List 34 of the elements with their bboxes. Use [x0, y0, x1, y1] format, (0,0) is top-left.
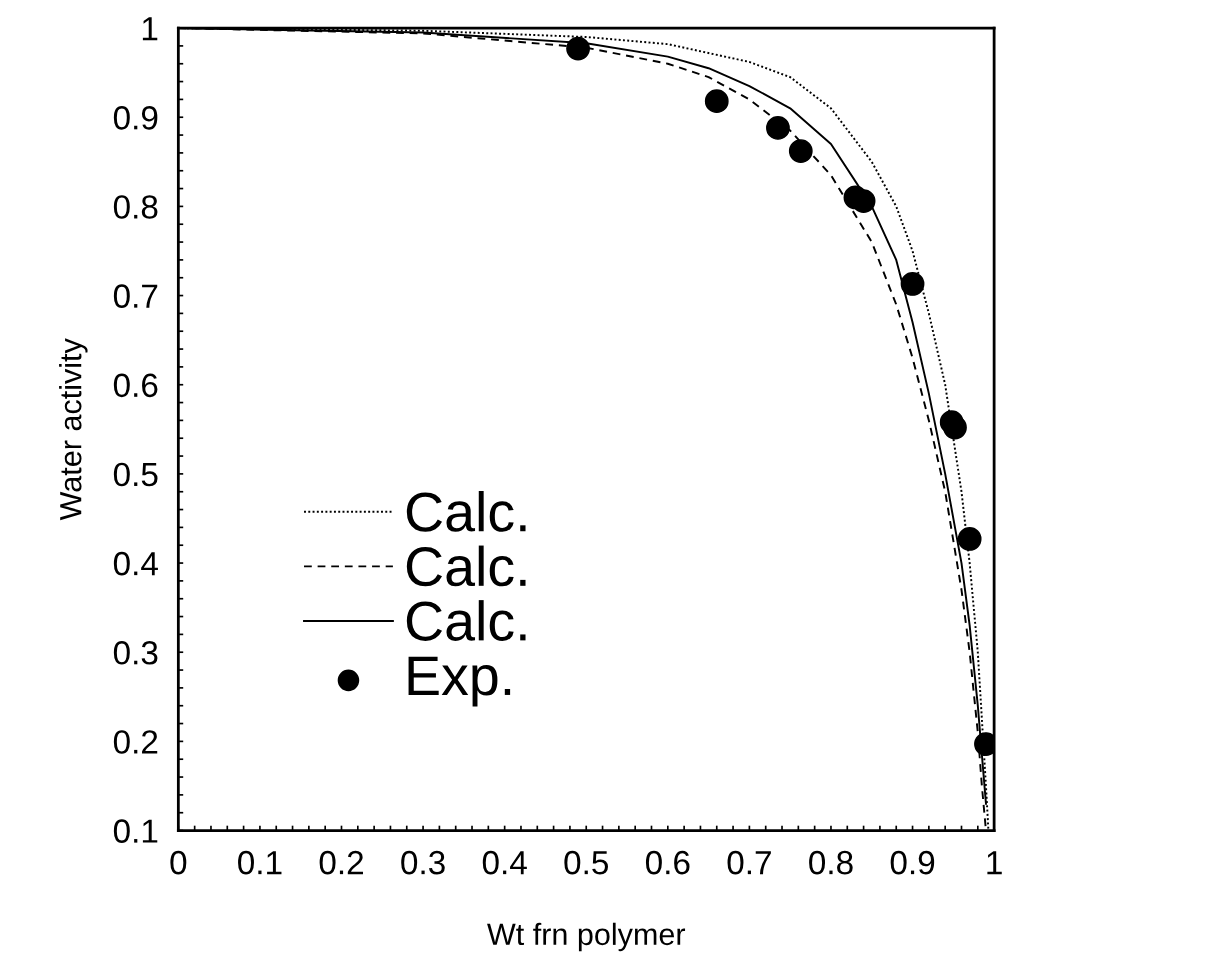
- point: [957, 527, 982, 551]
- y-tick-label: 1: [142, 17, 158, 41]
- point: [566, 36, 590, 61]
- x-tick-label: 0.9: [890, 850, 935, 875]
- x-tick-label: 0.6: [645, 850, 690, 875]
- point: [704, 89, 729, 114]
- y-tick-label: 0.7: [113, 284, 158, 308]
- legend-label: Calc.: [406, 600, 526, 641]
- y-tick-label: 0.4: [113, 551, 158, 576]
- y-tick-label: 0.1: [113, 819, 158, 843]
- x-tick-label: 0.8: [809, 850, 853, 875]
- x-tick-label: 0.2: [319, 850, 363, 875]
- y-tick-label: 0.9: [113, 106, 158, 130]
- legend-label: Calc.: [406, 490, 526, 532]
- legend-label: Calc.: [406, 545, 526, 587]
- x-tick-label: 1: [987, 851, 1002, 875]
- y-tick-label: 0.3: [113, 641, 158, 665]
- x-tick-label: 0.7: [727, 850, 771, 875]
- point: [943, 415, 967, 440]
- y-axis-title: Water activity: [59, 338, 88, 521]
- y-tick-label: 0.5: [113, 462, 158, 487]
- x-tick-label: 0.4: [482, 850, 527, 875]
- point: [900, 272, 925, 296]
- x-tick-label: 0: [170, 850, 187, 875]
- point: [788, 139, 813, 164]
- point: [766, 116, 790, 140]
- x-axis-title: Wt frn polymer: [487, 922, 686, 952]
- y-tick-label: 0.8: [113, 195, 158, 219]
- x-tick-label: 0.1: [238, 850, 282, 875]
- x-tick-label: 0.3: [401, 850, 445, 875]
- legend-label: Exp.: [408, 656, 511, 707]
- y-tick-label: 0.2: [113, 730, 158, 754]
- y-tick-label: 0.6: [113, 373, 158, 398]
- x-tick-label: 0.5: [564, 850, 609, 875]
